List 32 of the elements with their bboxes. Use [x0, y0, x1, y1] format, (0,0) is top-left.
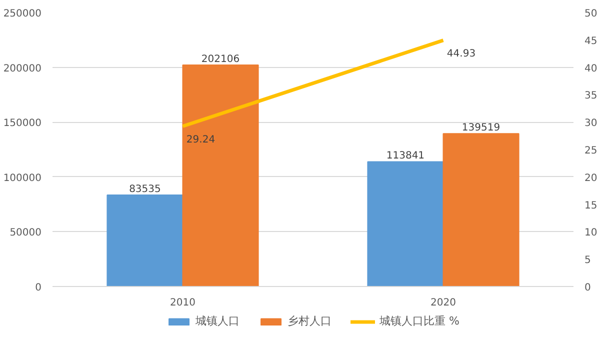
y-tick-label: 200000: [3, 63, 42, 74]
data-label: 83535: [129, 184, 161, 195]
y2-tick-label: 50: [584, 8, 598, 20]
y2-tick-label: 20: [584, 172, 598, 184]
data-label: 29.24: [186, 134, 216, 146]
y-tick-label: 0: [35, 282, 42, 294]
y2-tick-label: 0: [584, 282, 591, 294]
y-tick-label: 250000: [3, 8, 42, 20]
y2-tick-label: 15: [584, 200, 598, 212]
y2-tick-label: 35: [584, 90, 598, 102]
y2-tick-label: 10: [584, 228, 598, 239]
legend-label: 乡村人口: [288, 314, 332, 328]
data-label: 113841: [386, 150, 425, 162]
y2-tick-label: 25: [584, 146, 598, 156]
x-tick-label: 2020: [430, 298, 456, 308]
legend-label: 城镇人口: [196, 314, 240, 328]
y2-tick-label: 45: [584, 36, 598, 47]
data-label: 44.93: [446, 48, 476, 60]
y2-tick-label: 5: [584, 255, 591, 266]
y-tick-label: 50000: [10, 228, 42, 239]
x-tick-label: 2010: [170, 298, 196, 308]
data-label: 202106: [201, 54, 240, 65]
bar: [182, 64, 259, 286]
bar: [442, 133, 520, 286]
y-tick-label: 150000: [3, 118, 42, 130]
legend-label: 城镇人口比重 %: [380, 314, 460, 328]
y2-tick-label: 30: [584, 118, 598, 130]
y2-tick-label: 40: [584, 63, 598, 74]
bar: [106, 194, 184, 286]
y-tick-label: 100000: [3, 172, 42, 184]
data-label: 139519: [462, 122, 500, 134]
bar: [367, 161, 444, 286]
